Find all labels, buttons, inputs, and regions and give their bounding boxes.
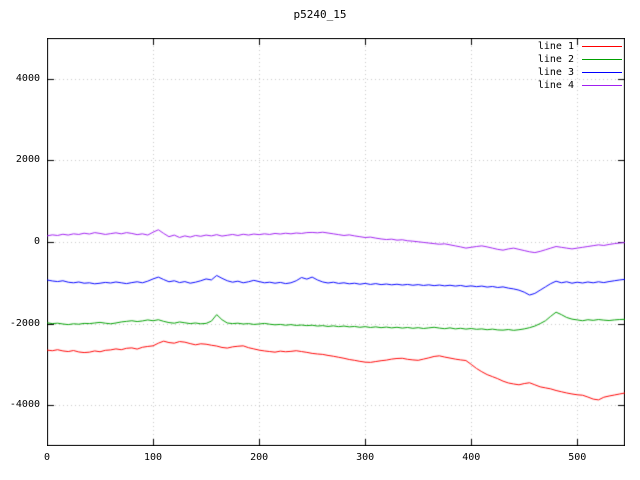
legend-line-swatch <box>582 59 622 60</box>
y-tick-label: -4000 <box>9 399 40 411</box>
y-tick-label: 0 <box>33 236 40 247</box>
x-tick-label: 0 <box>43 452 51 463</box>
chart-title: p5240_15 <box>293 8 347 21</box>
x-tick-label: 400 <box>462 452 481 463</box>
legend-entry: line 4 <box>538 79 622 92</box>
y-tick-label: -2000 <box>9 317 40 329</box>
legend: line 1 line 2 line 3 line 4 <box>538 40 622 92</box>
legend-entry: line 1 <box>538 40 622 53</box>
legend-line-swatch <box>582 72 622 73</box>
plot-canvas <box>47 38 625 446</box>
x-tick-label: 200 <box>250 452 269 463</box>
legend-entry: line 3 <box>538 66 622 79</box>
legend-entry: line 2 <box>538 53 622 66</box>
legend-label: line 3 <box>537 67 574 78</box>
legend-line-swatch <box>582 85 622 86</box>
x-tick-label: 300 <box>356 452 375 463</box>
x-tick-label: 100 <box>144 452 163 463</box>
y-tick-label: 2000 <box>15 154 40 166</box>
legend-label: line 2 <box>537 54 574 65</box>
y-tick-label: 4000 <box>15 72 40 84</box>
legend-label: line 4 <box>537 80 574 91</box>
legend-label: line 1 <box>537 41 574 52</box>
x-tick-label: 500 <box>568 452 587 463</box>
legend-line-swatch <box>582 46 622 47</box>
